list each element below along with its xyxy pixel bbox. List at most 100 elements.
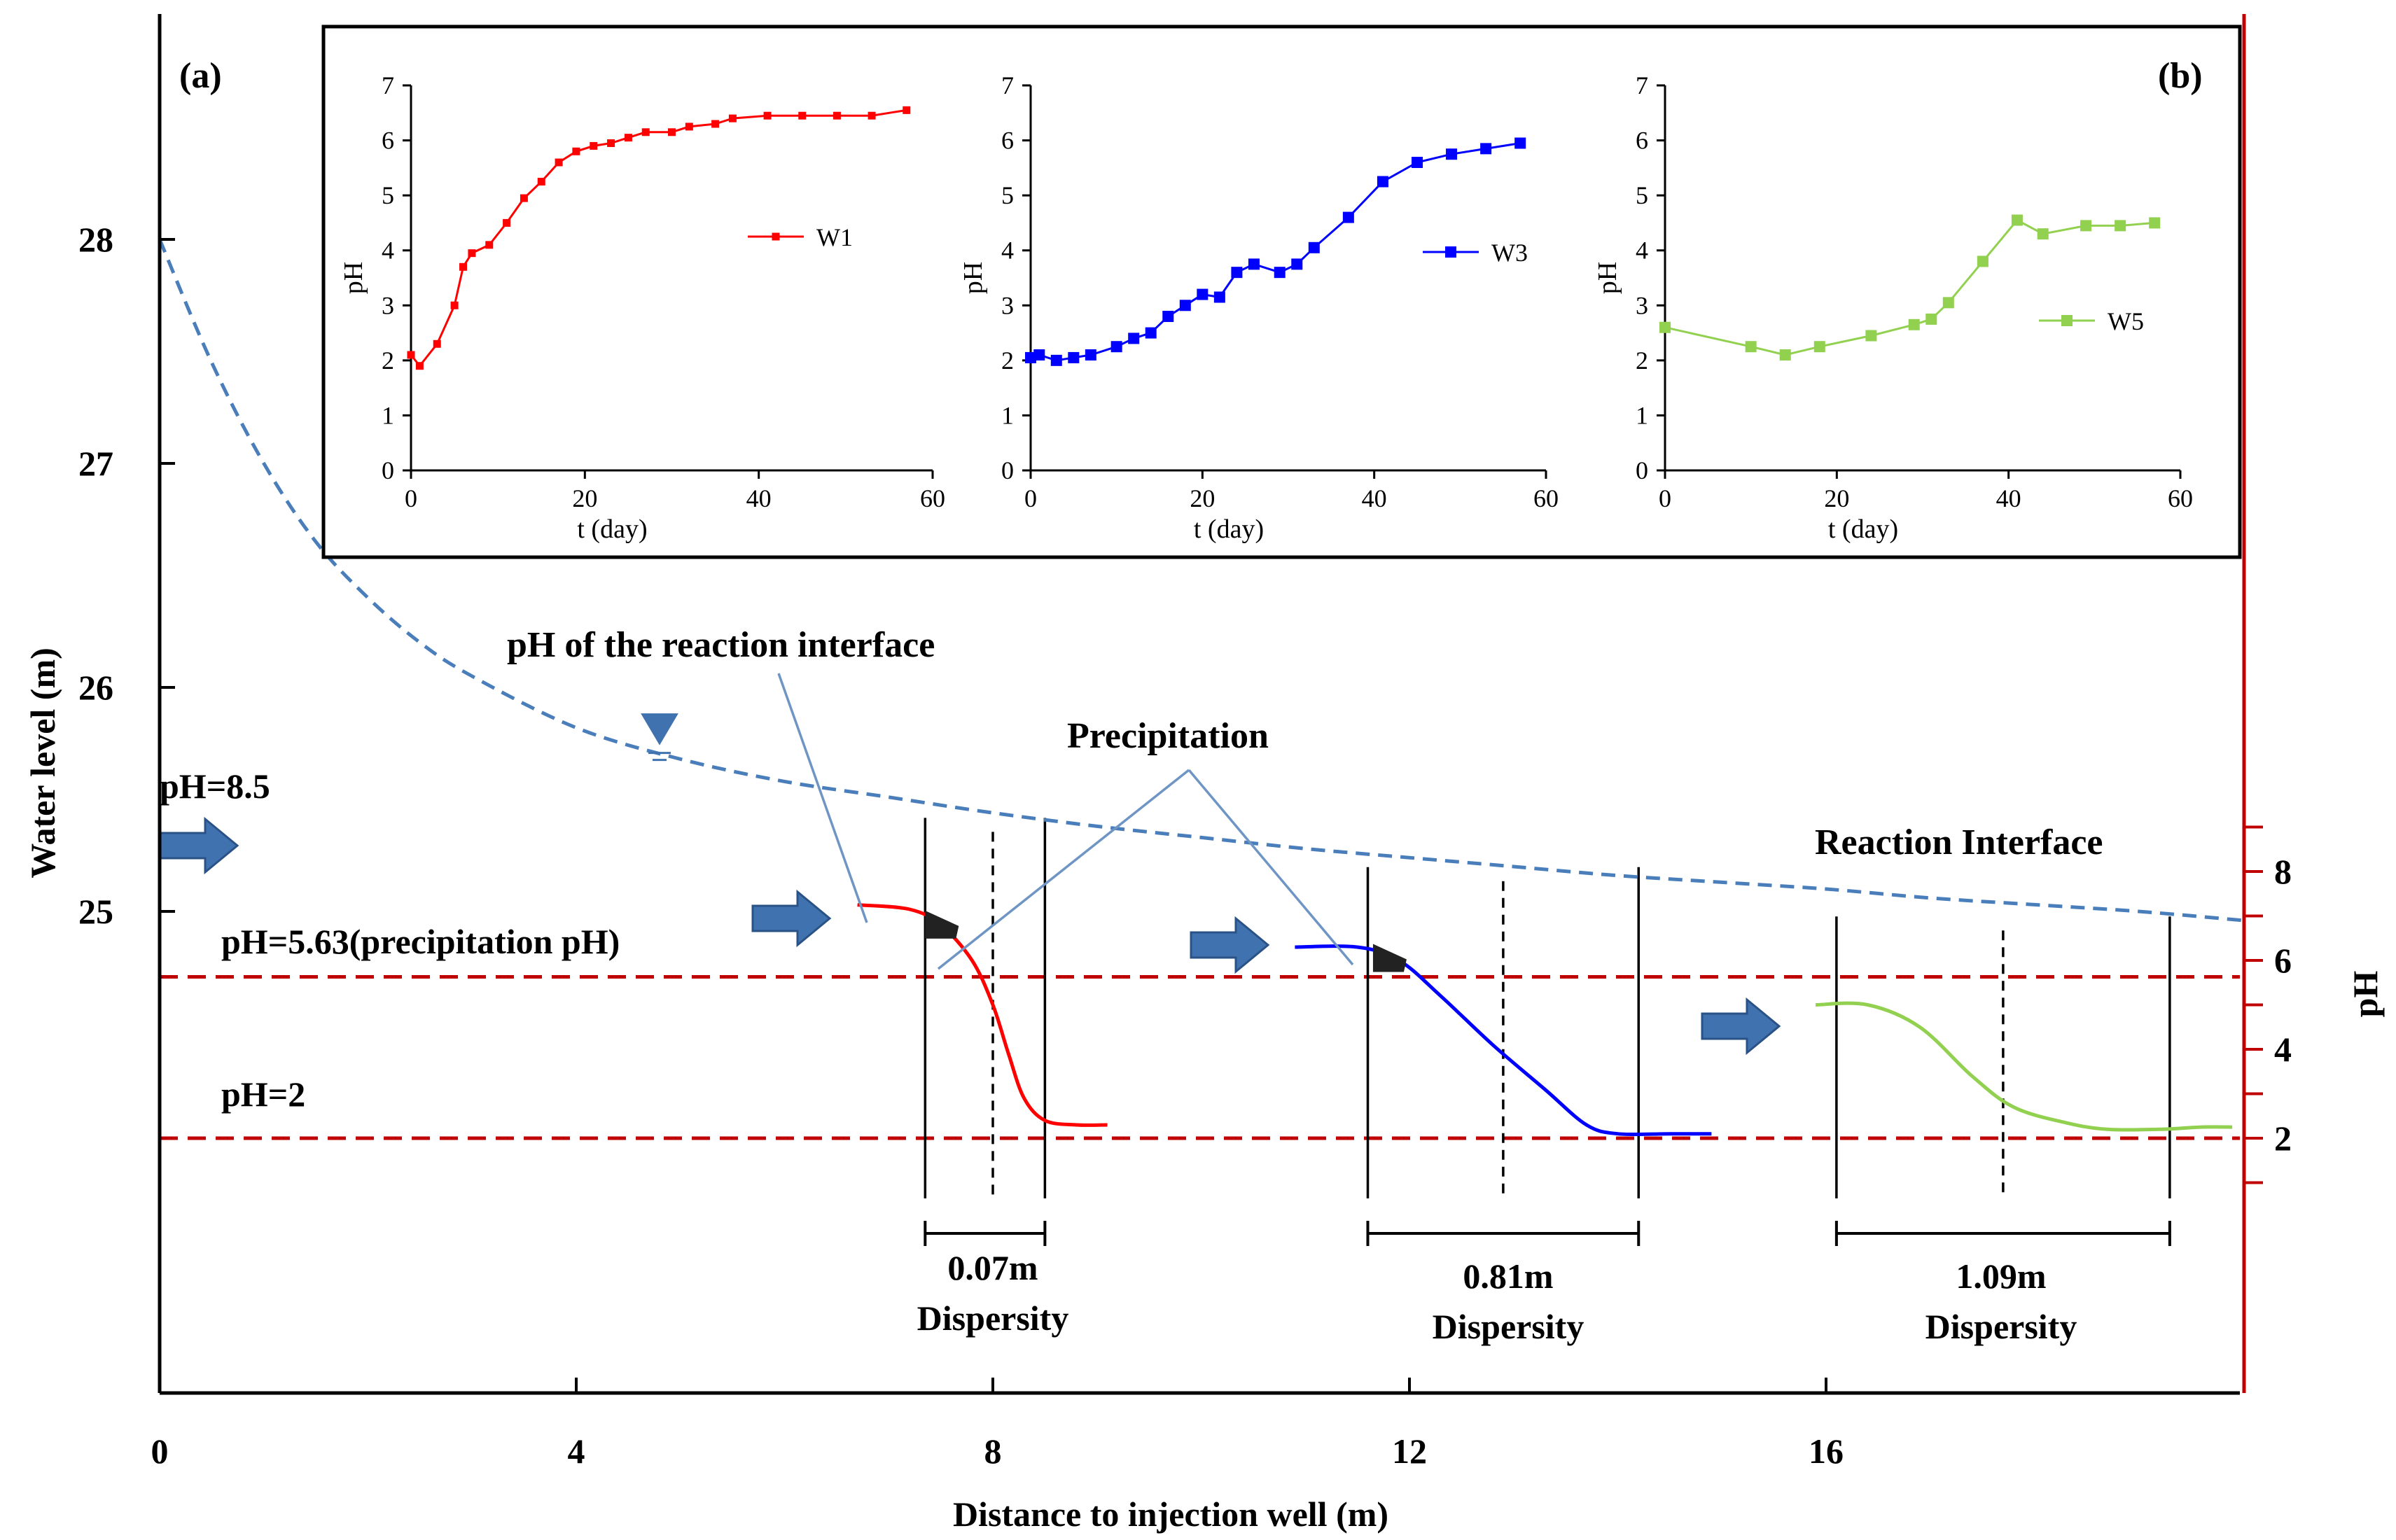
inset-frame: [321, 24, 2242, 559]
inset-point-w1: [407, 351, 415, 359]
dispersity-label-w5: Dispersity: [1925, 1307, 2077, 1346]
inset-y-tick-label: 1: [1636, 401, 1648, 429]
y-right-tick-label: 6: [2274, 941, 2292, 980]
inset-point-w3: [1514, 137, 1526, 149]
inset-point-w3: [1179, 300, 1191, 312]
inset-point-w5: [1745, 341, 1757, 353]
x-tick-label: 8: [984, 1432, 1002, 1471]
inset-point-w3: [1145, 327, 1157, 339]
inset-point-w3: [1025, 351, 1036, 363]
inset-subplot-w3: 0 20 40 60 0 1 2 3 4 5 6 7 t (day) pH W3: [959, 71, 1559, 544]
ph-profile-0: [857, 903, 1108, 1127]
dispersity-label-w1: Dispersity: [917, 1298, 1069, 1338]
dispersity-label-w3: Dispersity: [1433, 1307, 1584, 1346]
inset-x-tick-label: 20: [1190, 484, 1215, 512]
precipitation-fill: [925, 910, 959, 939]
inset-y-tick-label: 5: [1636, 181, 1648, 209]
main-labels: (a) Distance to injection well (m) Water…: [23, 56, 2385, 1534]
inset-point-w1: [520, 194, 528, 202]
callout-leader-2: [1187, 769, 1354, 966]
inset-point-w1: [641, 128, 650, 136]
inset-point-w3: [1342, 211, 1354, 223]
y-left-tick-label: 28: [78, 220, 113, 259]
inset-x-tick-label: 40: [1996, 484, 2021, 512]
inset-y-tick-label: 2: [1001, 346, 1014, 374]
inset-y-tick-label: 1: [1001, 401, 1014, 429]
dispersity-value-w1: 0.07m: [947, 1248, 1038, 1287]
inset-point-w5: [1942, 297, 1954, 309]
y-right-tick-label: 2: [2274, 1119, 2292, 1158]
inset-point-w1: [450, 301, 459, 309]
inset-point-w3: [1248, 258, 1260, 270]
inset-point-w1: [685, 122, 693, 131]
inset-point-w1: [763, 111, 772, 120]
inset-x-tick-label: 0: [405, 484, 417, 512]
y-left-tick-label: 26: [78, 668, 113, 707]
inset-point-w3: [1412, 157, 1423, 168]
inset-point-w5: [2011, 214, 2023, 226]
water-level-series: [158, 239, 2243, 970]
inset-y-tick-label: 0: [1636, 456, 1648, 484]
main-chart: [159, 816, 2240, 1140]
inset-x-title: t (day): [577, 514, 647, 544]
x-tick-label: 0: [151, 1432, 169, 1471]
inset-point-w1: [798, 111, 807, 120]
inset-y-tick-label: 3: [382, 291, 394, 319]
legend-marker: [772, 232, 780, 241]
inset-point-w3: [1197, 288, 1209, 300]
inset-point-w5: [2115, 220, 2126, 232]
inset-x-tick-label: 0: [1024, 484, 1037, 512]
inset-point-w3: [1291, 258, 1303, 270]
inset-point-w3: [1274, 267, 1286, 279]
inset-point-w1: [503, 218, 511, 227]
inset-y-tick-label: 4: [1636, 237, 1648, 265]
inset-point-w3: [1033, 349, 1045, 360]
inset-y-title: pH: [959, 262, 988, 294]
water-level-line: [158, 239, 2243, 923]
profile-arrow-w1: [751, 889, 832, 948]
inset-y-tick-label: 4: [1001, 237, 1014, 265]
y-left-tick-label: 25: [78, 892, 113, 931]
inset-point-w5: [2037, 228, 2049, 240]
inset-y-title: pH: [1593, 262, 1622, 294]
inset-x-title: t (day): [1828, 514, 1898, 544]
inset-y-tick-label: 6: [382, 127, 394, 155]
inset-y-tick-label: 2: [1636, 346, 1648, 374]
inset-subplot-w1: 0 20 40 60 0 1 2 3 4 5 6 7 t (day) pH W1: [339, 71, 945, 544]
inset-point-w1: [833, 111, 841, 120]
inset-point-w3: [1213, 291, 1225, 303]
inset-point-w5: [1925, 313, 1937, 325]
inset-y-tick-label: 7: [1001, 71, 1014, 99]
inset-y-tick-label: 3: [1001, 291, 1014, 319]
y-left-tick-label: 27: [78, 444, 113, 483]
inset-point-w3: [1480, 143, 1492, 155]
inset-y-tick-label: 5: [1001, 181, 1014, 209]
inset-x-tick-label: 0: [1659, 484, 1671, 512]
inflow-ph-label: pH=8.5: [160, 766, 270, 806]
inset-point-w3: [1110, 341, 1122, 353]
inset-point-w1: [415, 362, 424, 370]
panel-label-b: (b): [2158, 56, 2203, 96]
callout-leader-0: [777, 673, 868, 923]
y-right-tick-label: 4: [2274, 1030, 2292, 1069]
precipitation-mark-0: [925, 910, 959, 939]
inset-point-w1: [468, 249, 476, 258]
water-table-icon: [641, 713, 678, 746]
ph-profiles: [857, 818, 2233, 1246]
inset-point-w1: [459, 262, 467, 271]
legend-label-w1: W1: [816, 223, 853, 251]
inset-point-w1: [624, 134, 632, 142]
inset-point-w1: [607, 139, 615, 147]
ref-line-label-precip: pH=5.63(precipitation pH): [221, 922, 620, 961]
inset-point-w1: [868, 111, 876, 120]
interface-ph-annotation: pH of the reaction interface: [507, 625, 935, 665]
inset-point-w5: [2149, 217, 2161, 229]
panel-label-a: (a): [179, 56, 222, 96]
precipitation-annotation: Precipitation: [1067, 716, 1269, 756]
profile-arrow-w3: [1190, 916, 1270, 974]
precipitation-fill: [1372, 944, 1407, 972]
inset-x-tick-label: 60: [920, 484, 945, 512]
inset-point-w1: [433, 340, 441, 348]
